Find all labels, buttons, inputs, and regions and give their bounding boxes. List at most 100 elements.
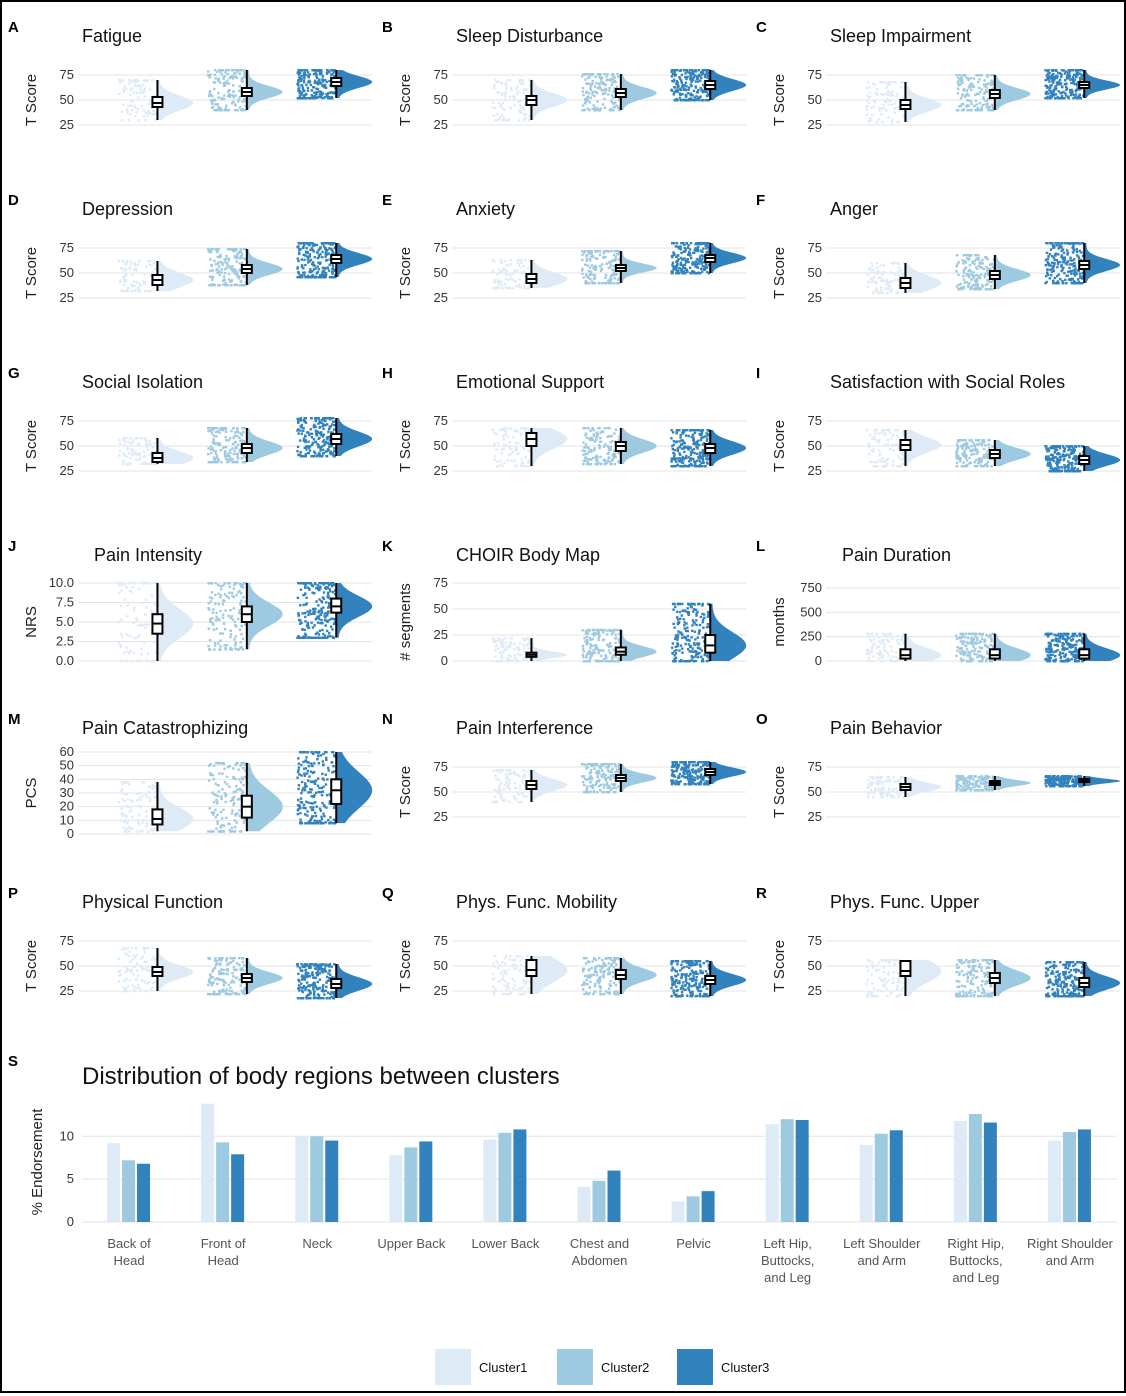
- panel-title: Satisfaction with Social Roles: [830, 372, 1065, 392]
- data-point: [706, 429, 708, 431]
- data-point: [594, 277, 596, 279]
- data-point: [217, 92, 219, 94]
- data-point: [1050, 274, 1052, 276]
- data-point: [521, 446, 523, 448]
- data-point: [1056, 275, 1058, 277]
- data-point: [516, 271, 518, 273]
- data-point: [1074, 267, 1076, 269]
- data-point: [1046, 85, 1048, 87]
- data-point: [305, 247, 307, 249]
- data-point: [890, 121, 892, 123]
- data-point: [310, 428, 312, 430]
- data-point: [696, 91, 698, 93]
- data-point: [322, 449, 324, 451]
- data-point: [525, 88, 527, 90]
- data-point: [527, 462, 529, 464]
- data-point: [503, 427, 505, 429]
- data-point: [600, 462, 602, 464]
- data-point: [880, 460, 882, 462]
- data-point: [320, 71, 322, 73]
- data-point: [331, 585, 333, 587]
- data-point: [613, 282, 615, 284]
- data-point: [1072, 246, 1074, 248]
- data-point: [1061, 96, 1063, 98]
- data-point: [297, 446, 299, 448]
- data-point: [135, 79, 137, 81]
- data-point: [1048, 264, 1050, 266]
- data-point: [871, 265, 873, 267]
- data-point: [147, 653, 149, 655]
- data-point: [684, 69, 686, 71]
- data-point: [1055, 85, 1057, 87]
- data-point: [592, 73, 594, 75]
- data-point: [125, 455, 127, 457]
- data-point: [894, 107, 896, 109]
- data-point: [328, 428, 330, 430]
- data-point: [528, 287, 530, 289]
- data-point: [876, 465, 878, 467]
- data-point: [228, 69, 230, 71]
- data-point: [127, 105, 129, 107]
- data-point: [979, 102, 981, 104]
- data-point: [150, 463, 152, 465]
- data-point: [870, 277, 872, 279]
- data-point: [301, 91, 303, 93]
- data-point: [149, 290, 151, 292]
- data-point: [970, 270, 972, 272]
- data-point: [594, 250, 596, 252]
- cluster-2-distribution: [581, 250, 657, 284]
- data-point: [676, 457, 678, 459]
- data-point: [701, 69, 703, 71]
- data-point: [147, 449, 149, 451]
- y-tick-label: 75: [434, 575, 448, 590]
- data-point: [327, 267, 329, 269]
- legend-label-cluster1: Cluster1: [479, 1360, 527, 1375]
- data-point: [883, 264, 885, 266]
- data-point: [212, 608, 214, 610]
- data-point: [118, 592, 120, 594]
- data-point: [214, 582, 216, 584]
- data-point: [317, 438, 319, 440]
- data-point: [1061, 470, 1063, 472]
- data-point: [886, 98, 888, 100]
- data-point: [304, 633, 306, 635]
- panel-title: CHOIR Body Map: [456, 545, 600, 565]
- data-point: [505, 433, 507, 435]
- data-point: [215, 454, 217, 456]
- data-point: [1053, 460, 1055, 462]
- data-point: [902, 430, 904, 432]
- data-point: [301, 455, 303, 457]
- data-point: [142, 602, 144, 604]
- data-point: [1072, 452, 1074, 454]
- data-point: [1049, 458, 1051, 460]
- data-point: [504, 260, 506, 262]
- data-point: [983, 441, 985, 443]
- data-point: [875, 287, 877, 289]
- data-point: [229, 451, 231, 453]
- data-point: [672, 69, 674, 71]
- data-point: [889, 432, 891, 434]
- data-point: [136, 91, 138, 93]
- data-point: [687, 261, 689, 263]
- data-point: [609, 652, 611, 654]
- data-point: [504, 93, 506, 95]
- data-point: [681, 74, 683, 76]
- data-point: [125, 633, 127, 635]
- data-point: [990, 281, 992, 283]
- data-point: [1069, 263, 1071, 265]
- data-point: [305, 422, 307, 424]
- data-point: [517, 653, 519, 655]
- data-point: [603, 92, 605, 94]
- data-point: [138, 443, 140, 445]
- data-point: [963, 272, 965, 274]
- data-point: [231, 268, 233, 270]
- data-point: [131, 586, 133, 588]
- data-point: [902, 454, 904, 456]
- data-point: [514, 104, 516, 106]
- data-point: [317, 637, 319, 639]
- data-point: [148, 112, 150, 114]
- data-point: [985, 453, 987, 455]
- data-point: [216, 71, 218, 73]
- data-point: [509, 96, 511, 98]
- data-point: [888, 84, 890, 86]
